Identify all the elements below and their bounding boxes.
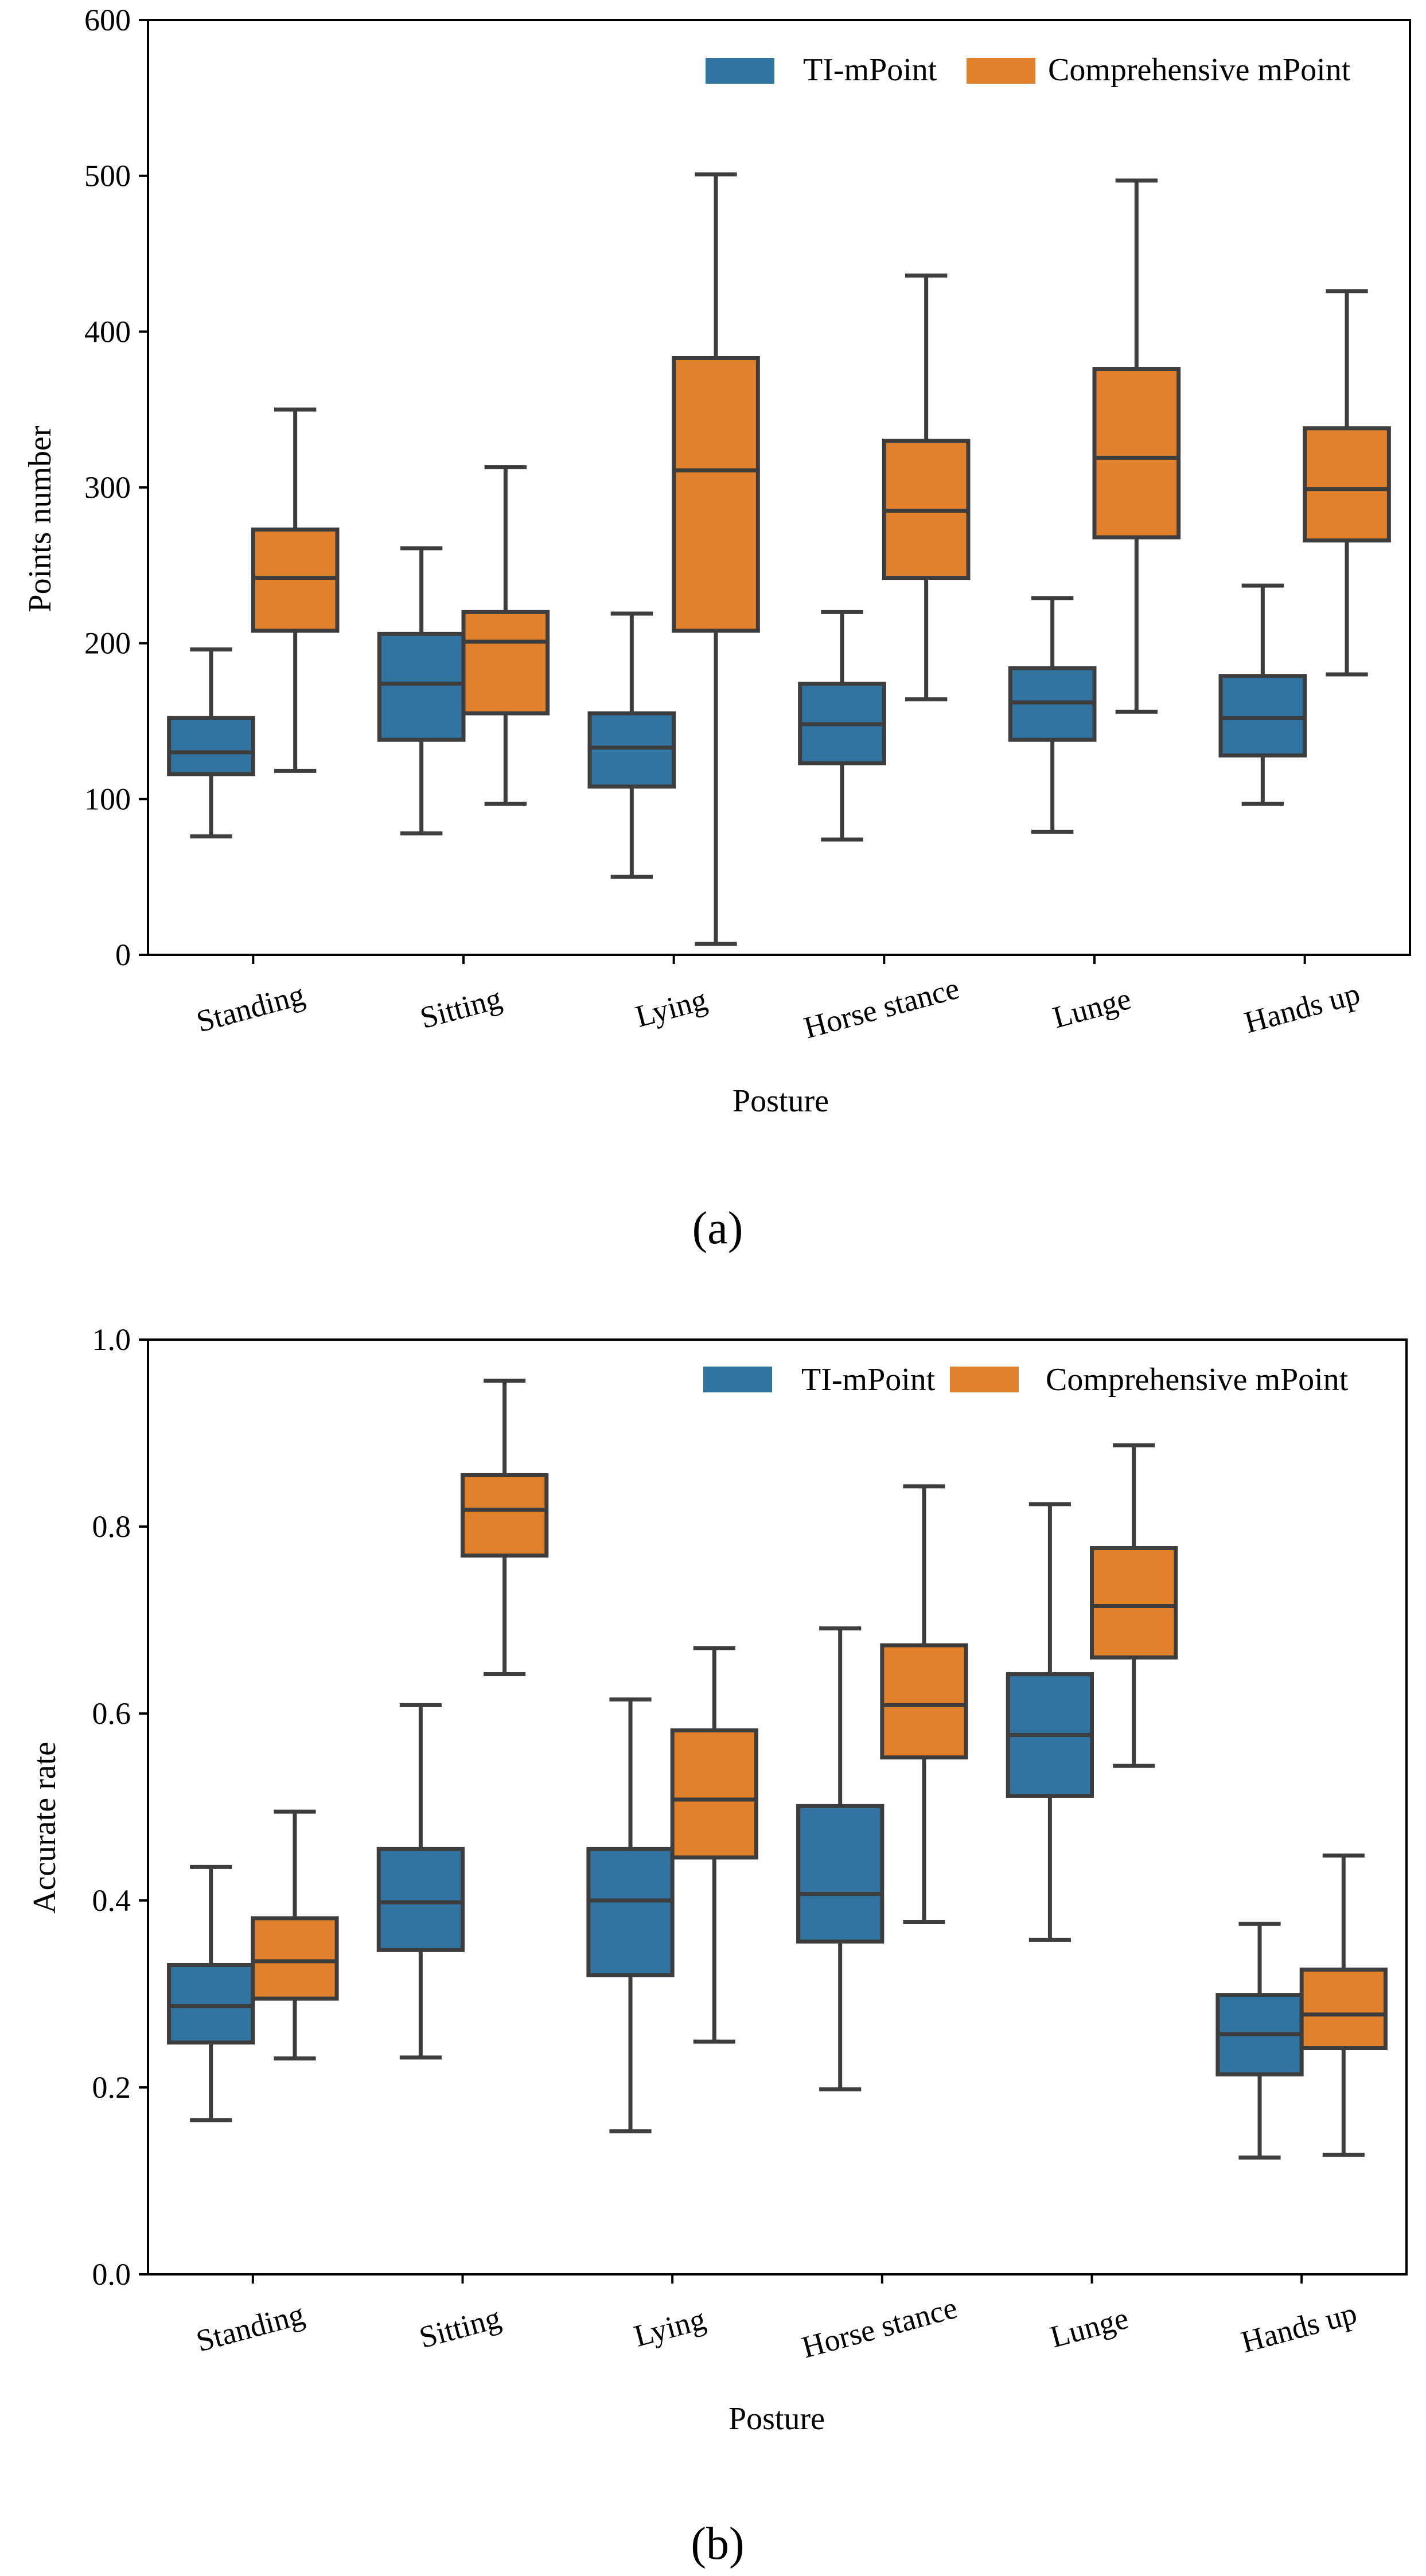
- legend-swatch-ti-mpoint: [703, 1367, 772, 1392]
- x-tick-label-sitting: Sitting: [416, 2300, 505, 2355]
- box-body: [796, 1804, 885, 1944]
- box-body: [377, 631, 466, 742]
- y-tick-label: 0.8: [92, 1509, 131, 1544]
- legend-label-comprehensive-mpoint: Comprehensive mPoint: [1048, 52, 1351, 88]
- panel-a-caption: (a): [692, 1203, 743, 1254]
- box-comprehensive-mpoint-hands-up: [1299, 1853, 1388, 2157]
- box-ti-mpoint-hands-up: [1215, 1922, 1304, 2160]
- box-body: [670, 1728, 758, 1860]
- y-tick-label: 0.2: [92, 2070, 131, 2105]
- y-tick-label: 200: [84, 626, 131, 661]
- box-body: [1218, 674, 1307, 758]
- panel-a-xlabel: Posture: [733, 1083, 829, 1119]
- box-ti-mpoint-sitting: [377, 546, 466, 836]
- y-tick-label: 0.6: [92, 1696, 131, 1731]
- box-body: [1303, 426, 1391, 542]
- panel-b-axes-frame: [147, 1338, 1408, 2276]
- panel-a-axes-frame: [147, 19, 1411, 956]
- legend-label-ti-mpoint: TI-mPoint: [803, 52, 937, 88]
- panel-b-legend: TI-mPoint Comprehensive mPoint: [703, 1362, 1349, 1398]
- panel-b: 0.0 0.2 0.4 0.6 0.8 1.0 Standing Sitting Lying Ho…: [27, 1322, 1408, 2569]
- x-tick-label-standing: Standing: [193, 2297, 308, 2359]
- box-ti-mpoint-standing: [167, 1864, 255, 2122]
- x-tick-label-horse-stance: Horse stance: [798, 2290, 960, 2365]
- x-tick-label-hands-up: Hands up: [1241, 976, 1363, 1040]
- box-ti-mpoint-standing: [167, 647, 255, 839]
- box-ti-mpoint-sitting: [376, 1703, 465, 2060]
- y-tick-label: 0.4: [92, 1883, 131, 1918]
- box-body: [672, 356, 760, 633]
- panel-b-ylabel: Accurate rate: [27, 1742, 63, 1914]
- legend-swatch-ti-mpoint: [706, 58, 774, 84]
- panel-a-plot-area: 0 100 200 300 400 500 600 Standing Sitting Lying H…: [84, 3, 1411, 1045]
- box-ti-mpoint-lunge: [1006, 1502, 1094, 1942]
- box-body: [1299, 1968, 1388, 2051]
- legend-swatch-comprehensive-mpoint: [967, 58, 1035, 84]
- y-tick-label: 300: [84, 470, 131, 505]
- box-comprehensive-mpoint-lying: [672, 172, 760, 946]
- box-ti-mpoint-hands-up: [1218, 583, 1307, 806]
- box-body: [251, 527, 340, 633]
- legend-label-comprehensive-mpoint: Comprehensive mPoint: [1046, 1362, 1349, 1398]
- panel-a-ylabel: Points number: [22, 426, 58, 612]
- y-tick-label: 600: [84, 3, 131, 37]
- panel-b-caption: (b): [691, 2519, 744, 2569]
- box-ti-mpoint-horse-stance: [798, 610, 886, 842]
- panel-a-legend: TI-mPoint Comprehensive mPoint: [706, 52, 1351, 88]
- x-tick-label-horse-stance: Horse stance: [800, 971, 963, 1045]
- y-tick-label: 0: [115, 938, 131, 972]
- box-comprehensive-mpoint-horse-stance: [880, 1484, 968, 1924]
- x-tick-label-lunge: Lunge: [1049, 981, 1135, 1035]
- y-tick-label: 1.0: [92, 1322, 131, 1357]
- legend-swatch-comprehensive-mpoint: [950, 1367, 1019, 1392]
- box-body: [376, 1847, 465, 1952]
- x-tick-label-hands-up: Hands up: [1238, 2296, 1361, 2359]
- panel-a: 0 100 200 300 400 500 600 Standing Sitting Lying H…: [22, 3, 1411, 1254]
- box-body: [880, 1643, 968, 1760]
- box-body: [1092, 367, 1181, 540]
- box-body: [586, 1847, 675, 1977]
- box-comprehensive-mpoint-lunge: [1092, 178, 1181, 714]
- box-ti-mpoint-lying: [587, 611, 676, 879]
- box-comprehensive-mpoint-standing: [251, 1809, 339, 2060]
- box-comprehensive-mpoint-standing: [251, 407, 340, 773]
- legend-label-ti-mpoint: TI-mPoint: [801, 1362, 936, 1398]
- x-tick-label-lying: Lying: [632, 982, 710, 1034]
- box-comprehensive-mpoint-sitting: [461, 465, 550, 806]
- box-comprehensive-mpoint-hands-up: [1303, 289, 1391, 677]
- box-comprehensive-mpoint-sitting: [461, 1379, 549, 1677]
- y-tick-label: 100: [84, 782, 131, 816]
- box-body: [587, 711, 676, 789]
- box-body: [461, 1473, 549, 1558]
- box-comprehensive-mpoint-lying: [670, 1646, 758, 2044]
- y-tick-label: 400: [84, 314, 131, 349]
- x-tick-label-standing: Standing: [193, 977, 308, 1039]
- y-tick-label: 500: [84, 159, 131, 193]
- x-tick-label-sitting: Sitting: [416, 981, 505, 1035]
- box-ti-mpoint-lunge: [1008, 596, 1097, 834]
- panel-b-xlabel: Posture: [728, 2401, 825, 2437]
- panel-b-plot-area: 0.0 0.2 0.4 0.6 0.8 1.0 Standing Sitting Lying Ho…: [92, 1322, 1408, 2365]
- box-ti-mpoint-horse-stance: [796, 1626, 885, 2091]
- box-body: [461, 610, 550, 716]
- box-comprehensive-mpoint-lunge: [1090, 1443, 1178, 1768]
- box-ti-mpoint-lying: [586, 1697, 675, 2134]
- box-body: [167, 716, 255, 776]
- box-body: [167, 1962, 255, 2045]
- x-tick-label-lying: Lying: [630, 2301, 709, 2353]
- box-comprehensive-mpoint-horse-stance: [882, 274, 971, 701]
- y-tick-label: 0.0: [92, 2257, 131, 2292]
- x-tick-label-lunge: Lunge: [1046, 2301, 1132, 2355]
- box-body: [251, 1916, 339, 2001]
- box-body: [1090, 1545, 1178, 1660]
